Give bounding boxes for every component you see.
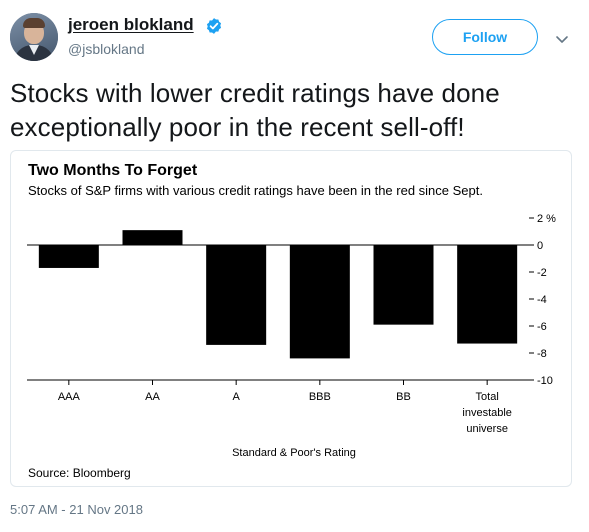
chevron-down-icon[interactable] — [553, 30, 571, 48]
chart-subtitle: Stocks of S&P firms with various credit … — [28, 183, 483, 198]
tweet-timestamp[interactable]: 5:07 AM - 21 Nov 2018 — [10, 502, 143, 517]
x-tick-label: AAA — [58, 391, 81, 403]
bar-bbb — [289, 245, 350, 359]
tweet-text: Stocks with lower credit ratings have do… — [10, 78, 500, 142]
display-name[interactable]: jeroen blokland — [68, 15, 194, 34]
x-axis-title: Standard & Poor's Rating — [232, 447, 356, 459]
avatar-hair — [23, 18, 45, 28]
x-tick-label: A — [232, 391, 240, 403]
x-tick-label: BBB — [309, 391, 331, 403]
x-tick-label: BB — [396, 391, 411, 403]
y-tick-label: 0 — [537, 240, 543, 252]
verified-badge-icon — [206, 18, 222, 34]
bar-aa — [122, 230, 183, 245]
chart-title: Two Months To Forget — [28, 162, 198, 179]
avatar-collar — [29, 45, 39, 55]
y-tick-label: 2 % — [537, 213, 556, 225]
user-handle[interactable]: @jsblokland — [68, 41, 145, 57]
y-tick-label: -10 — [537, 375, 553, 387]
bar-aaa — [38, 245, 99, 268]
bar-a — [206, 245, 267, 345]
y-tick-label: -8 — [537, 348, 547, 360]
chart-card[interactable]: Two Months To Forget Stocks of S&P firms… — [10, 150, 572, 487]
y-tick-label: -4 — [537, 294, 547, 306]
chart-source: Source: Bloomberg — [28, 466, 131, 480]
avatar[interactable] — [10, 13, 58, 61]
y-tick-label: -6 — [537, 321, 547, 333]
x-tick-label: AA — [145, 391, 160, 403]
x-tick-label: Total investable universe — [462, 391, 512, 435]
y-tick-label: -2 — [537, 267, 547, 279]
follow-button[interactable]: Follow — [432, 19, 538, 55]
bar-total-investable-universe — [457, 245, 518, 344]
bar-bb — [373, 245, 434, 325]
